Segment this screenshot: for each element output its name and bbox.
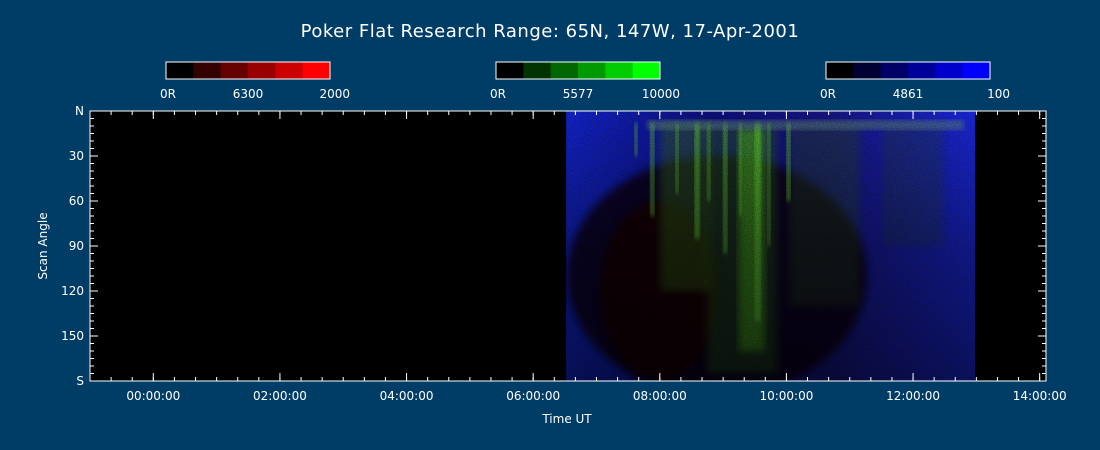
colorbar-4861: 0R 4861 100 [820,61,1010,101]
x-tick-label: 08:00:00 [633,389,687,403]
x-tick-label: 02:00:00 [253,389,307,403]
colorbar-frame [825,61,991,80]
colorbar-swatch [523,62,552,79]
colorbar-name-label: 4861 [893,87,924,101]
colorbar-swatch [578,62,606,79]
colorbar-swatch [632,62,661,79]
x-tick-label: 04:00:00 [380,389,434,403]
x-tick-label: 10:00:00 [759,389,813,403]
noise-layer [566,111,976,381]
colorbar-swatch [193,62,222,79]
colorbar-min-label: 0R [490,87,506,101]
colorbar-max-label: 100 [987,87,1010,101]
colorbar-swatch [605,62,634,79]
colorbar-5577: 0R 5577 10000 [490,61,680,101]
colorbar-max-label: 10000 [642,87,680,101]
y-tick-label: 120 [61,284,84,298]
colorbar-max-label: 2000 [319,87,350,101]
x-axis: 00:00:00 02:00:00 04:00:00 06:00:00 08:00:00… [89,111,1067,403]
plot-area: 00:00:00 02:00:00 04:00:00 06:00:00 08:00:00… [61,104,1067,403]
colorbar-min-label: 0R [160,87,176,101]
colorbar-6300: 0R 6300 2000 [160,61,350,101]
colorbar-swatch [550,62,579,79]
x-tick-label: 00:00:00 [126,389,180,403]
colorbar-swatch [853,62,882,79]
colorbar-name-label: 5577 [563,87,594,101]
x-tick-label: 12:00:00 [886,389,940,403]
colorbar-swatch [880,62,909,79]
x-tick-label: 06:00:00 [506,389,560,403]
chart-title: Poker Flat Research Range: 65N, 147W, 17… [301,21,800,42]
y-axis-label: Scan Angle [36,212,50,279]
y-tick-label: N [75,104,84,118]
y-tick-label: 60 [69,194,84,208]
y-tick-label: 30 [69,149,84,163]
y-tick-label: 90 [69,239,84,253]
y-tick-label: S [76,374,84,388]
keogram-image [566,111,976,381]
colorbar-name-label: 6300 [233,87,264,101]
colorbar-group: 0R 6300 2000 0R 5577 10000 0R 4861 100 [160,61,1010,101]
colorbar-swatch [935,62,964,79]
colorbar-swatch [496,62,524,79]
colorbar-swatch [302,62,331,79]
colorbar-frame [165,61,331,80]
colorbar-min-label: 0R [820,87,836,101]
x-tick-label: 14:00:00 [1013,389,1067,403]
data-region [566,111,976,381]
colorbar-swatch [220,62,249,79]
y-axis: N 30 60 90 120 150 S [61,104,1046,388]
colorbar-swatch [166,62,194,79]
colorbar-swatch [908,62,936,79]
colorbar-swatch [826,62,854,79]
x-axis-label: Time UT [541,412,592,426]
colorbar-frame [495,61,661,80]
colorbar-swatch [962,62,991,79]
colorbar-swatch [275,62,304,79]
y-tick-label: 150 [61,329,84,343]
colorbar-swatch [248,62,276,79]
